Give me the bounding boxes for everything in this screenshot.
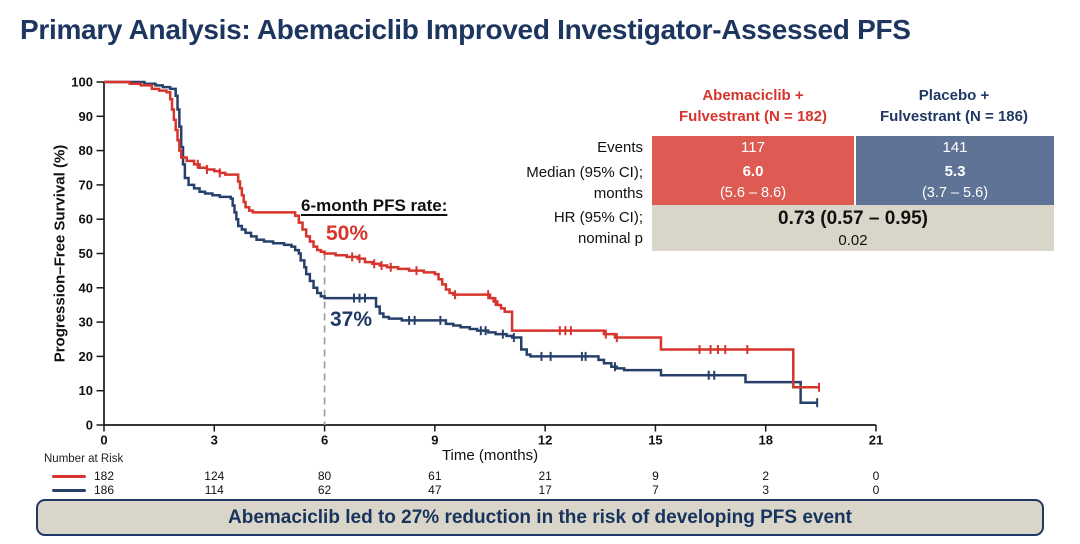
y-tick-label: 100	[71, 75, 93, 90]
hr-value: 0.73 (0.57 – 0.95)	[778, 208, 928, 229]
risk-value: 3	[762, 482, 770, 497]
risk-value: 62	[317, 482, 332, 497]
median-abemaciclib: 6.0 (5.6 – 8.6)	[652, 160, 854, 205]
y-tick-label: 70	[79, 177, 93, 192]
risk-legend-swatch	[52, 475, 86, 478]
x-tick-label: 6	[321, 433, 328, 448]
median-placebo-ci: (3.7 – 5.6)	[921, 185, 989, 201]
risk-value: 0	[872, 482, 880, 497]
nominal-p-value: 0.02	[838, 232, 868, 249]
y-tick-label: 40	[79, 280, 93, 295]
six-month-pfs-annotation-heading: 6-month PFS rate:	[301, 196, 448, 215]
risk-value: 47	[428, 482, 442, 497]
x-tick-label: 18	[758, 433, 772, 448]
risk-legend-swatch	[52, 489, 86, 492]
column-header-placebo-line1: Placebo +	[918, 87, 990, 104]
median-abemaciclib-ci: (5.6 – 8.6)	[719, 185, 787, 201]
risk-value: 17	[538, 482, 552, 497]
risk-value: 9	[652, 468, 659, 483]
six-month-rate-abemaciclib: 50%	[326, 222, 369, 245]
column-header-placebo-line2: Fulvestrant (N = 186)	[880, 108, 1028, 125]
y-tick-label: 50	[79, 246, 93, 261]
risk-value: 7	[652, 482, 659, 497]
risk-value: 61	[428, 468, 442, 483]
risk-value: 0	[872, 468, 880, 483]
x-tick-label: 0	[100, 433, 107, 448]
row-label-hr-line1: HR (95% CI);	[553, 209, 643, 226]
x-tick-label: 15	[648, 433, 662, 448]
column-header-abemaciclib-line1: Abemaciclib +	[702, 87, 804, 104]
events-placebo: 141	[854, 136, 1054, 160]
risk-value: 80	[317, 468, 332, 483]
y-tick-label: 0	[86, 418, 93, 433]
row-label-median-line1: Median (95% CI);	[526, 164, 643, 181]
conclusion-banner: Abemaciclib led to 27% reduction in the …	[36, 499, 1044, 536]
risk-value: 186	[93, 482, 115, 497]
y-tick-label: 10	[79, 383, 93, 398]
results-table-corner	[458, 82, 652, 136]
column-header-abemaciclib-line2: Fulvestrant (N = 182)	[679, 108, 827, 125]
x-axis-label: Time (months)	[441, 447, 539, 464]
y-axis-label: Progression–Free Survival (%)	[51, 144, 69, 363]
risk-value: 124	[204, 468, 225, 483]
number-at-risk-label: Number at Risk	[44, 453, 124, 465]
abemaciclib-curve	[104, 80, 820, 389]
median-abemaciclib-value: 6.0	[742, 163, 764, 180]
row-label-hr-line2: nominal p	[577, 230, 643, 247]
row-label-median: Median (95% CI); months	[458, 160, 652, 205]
y-tick-label: 20	[79, 349, 93, 364]
y-tick-label: 30	[79, 315, 93, 330]
row-label-hr: HR (95% CI); nominal p	[458, 205, 652, 251]
x-tick-label: 12	[538, 433, 552, 448]
x-tick-label: 9	[431, 433, 438, 448]
median-placebo: 5.3 (3.7 – 5.6)	[854, 160, 1054, 205]
results-table: Abemaciclib + Fulvestrant (N = 182) Plac…	[458, 82, 1054, 251]
row-label-events: Events	[597, 139, 643, 156]
risk-value: 182	[93, 468, 115, 483]
risk-value: 2	[762, 468, 770, 483]
six-month-rate-placebo: 37%	[330, 308, 373, 331]
slide-title: Primary Analysis: Abemaciclib Improved I…	[20, 14, 911, 45]
risk-value: 21	[538, 468, 552, 483]
risk-value: 114	[204, 482, 224, 497]
hr-result-cell: 0.73 (0.57 – 0.95) 0.02	[652, 205, 1054, 251]
y-tick-label: 80	[79, 143, 93, 158]
y-tick-label: 60	[79, 212, 93, 227]
x-tick-label: 21	[869, 433, 883, 448]
placebo-curve	[104, 80, 818, 404]
y-tick-label: 90	[79, 109, 93, 124]
events-abemaciclib: 117	[652, 136, 854, 160]
median-placebo-value: 5.3	[944, 163, 966, 180]
column-header-placebo: Placebo + Fulvestrant (N = 186)	[854, 82, 1054, 136]
x-tick-label: 3	[211, 433, 218, 448]
row-label-median-line2: months	[593, 185, 643, 202]
column-header-abemaciclib: Abemaciclib + Fulvestrant (N = 182)	[652, 82, 854, 136]
